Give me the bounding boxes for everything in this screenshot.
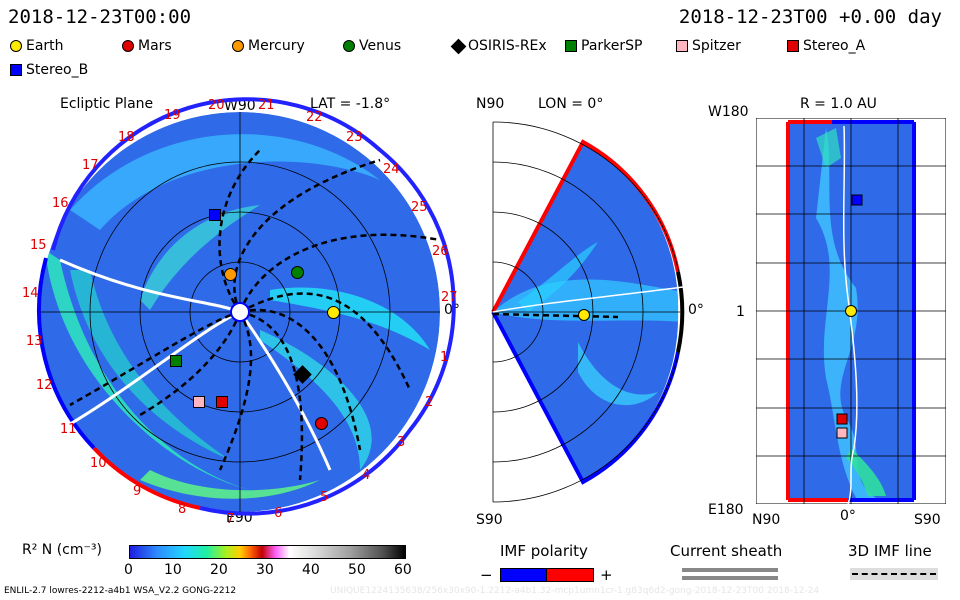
meridional-0deg: 0° [688,302,704,318]
imf-polarity-title: IMF polarity [500,542,588,560]
current-sheath-line-2 [682,576,778,580]
radial-xtick-s90: S90 [914,512,941,528]
spitzer-marker [193,396,205,408]
radial-stereo-b-marker [851,194,863,206]
ecliptic-top-label: W90 [224,98,256,114]
imf-line-swatch [850,568,938,580]
stereo-a-marker [216,396,228,408]
radial-xtick-0: 0° [840,508,856,524]
meridional-n90: N90 [476,96,505,112]
legend-stereo-a: Stereo_A [787,38,865,54]
imf-polarity-plus: + [600,566,613,584]
imf-polarity-negative-swatch [500,568,548,582]
mars-marker [315,417,328,430]
radial-e180: E180 [708,502,744,518]
radial-earth-marker [845,305,857,317]
meridional-earth-marker [578,309,590,321]
stereo-b-marker [209,209,221,221]
legend-venus: Venus [343,38,401,54]
radial-w180: W180 [708,104,749,120]
ecliptic-lat: LAT = -1.8° [310,96,391,112]
radial-mid: 1 [736,304,745,320]
venus-marker [291,266,304,279]
radial-plot [756,118,946,504]
current-sheath-title: Current sheath [670,542,783,560]
legend-parkersp: ParkerSP [565,38,642,54]
radial-stereo-a-marker [836,413,848,425]
legend-spitzer: Spitzer [676,38,741,54]
left-timestamp: 2018-12-23T00:00 [8,6,192,28]
mercury-marker [224,268,237,281]
radial-xtick-n90: N90 [752,512,781,528]
radial-spitzer-marker [836,427,848,439]
legend-mercury: Mercury [232,38,305,54]
imf-line-title: 3D IMF line [848,542,932,560]
legend-mars: Mars [122,38,172,54]
meridional-plot [491,121,685,503]
imf-polarity-minus: − [480,566,493,584]
colorbar-label: R² N (cm⁻³) [22,542,102,558]
imf-polarity-positive-swatch [546,568,594,582]
radial-r: R = 1.0 AU [800,96,877,112]
legend-earth: Earth [10,38,64,54]
meridional-lon: LON = 0° [538,96,604,112]
colorbar [129,545,406,559]
parkersp-marker [170,355,182,367]
current-sheath-line-1 [682,568,778,572]
footer-right: UNIQUE1224135638/256x30x90-1.2212-a4b1.3… [330,586,820,596]
legend-osiris-rex: OSIRIS-REx [450,38,547,54]
ecliptic-title: Ecliptic Plane [60,96,154,112]
right-timestamp: 2018-12-23T00 +0.00 day [678,6,942,28]
meridional-s90: S90 [476,512,503,528]
earth-marker [327,306,340,319]
legend-stereo-b: Stereo_B [10,62,88,78]
footer-left: ENLIL-2.7 lowres-2212-a4b1 WSA_V2.2 GONG… [4,586,237,596]
